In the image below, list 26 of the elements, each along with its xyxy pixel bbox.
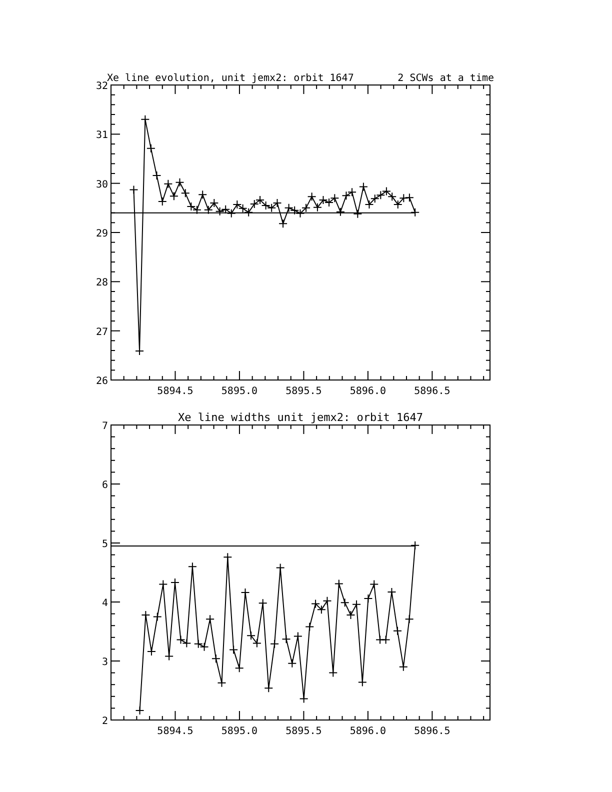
x-tick-label: 5896.0 <box>350 726 386 737</box>
y-tick-label: 28 <box>96 278 108 289</box>
y-tick-label: 30 <box>96 179 108 190</box>
x-tick-label: 5896.5 <box>414 386 450 397</box>
x-tick-label: 5894.5 <box>157 386 194 397</box>
chart-title: Xe line evolution, unit jemx2: orbit 1647 <box>107 73 354 84</box>
x-tick-label: 5895.5 <box>286 726 322 737</box>
y-tick-label: 6 <box>102 480 108 491</box>
x-tick-label: 5895.0 <box>221 386 258 397</box>
y-tick-label: 2 <box>102 716 108 727</box>
x-tick-label: 5894.5 <box>157 726 194 737</box>
x-tick-label: 5896.0 <box>350 386 386 397</box>
y-tick-label: 31 <box>96 130 108 142</box>
y-tick-label: 27 <box>96 326 108 338</box>
y-tick-label: 29 <box>96 228 108 240</box>
x-tick-label: 5896.5 <box>414 726 450 737</box>
y-tick-label: 4 <box>102 598 108 609</box>
chart-subtitle: 2 SCWs at a time <box>398 73 494 84</box>
y-tick-label: 5 <box>102 539 108 550</box>
y-tick-label: 7 <box>102 421 108 432</box>
x-tick-label: 5895.5 <box>286 386 322 397</box>
chart-title: Xe line widths unit jemx2: orbit 1647 <box>178 411 424 424</box>
y-tick-label: 3 <box>102 657 108 668</box>
y-tick-label: 32 <box>96 81 108 92</box>
x-tick-label: 5895.0 <box>221 726 258 737</box>
y-tick-label: 26 <box>96 376 108 387</box>
